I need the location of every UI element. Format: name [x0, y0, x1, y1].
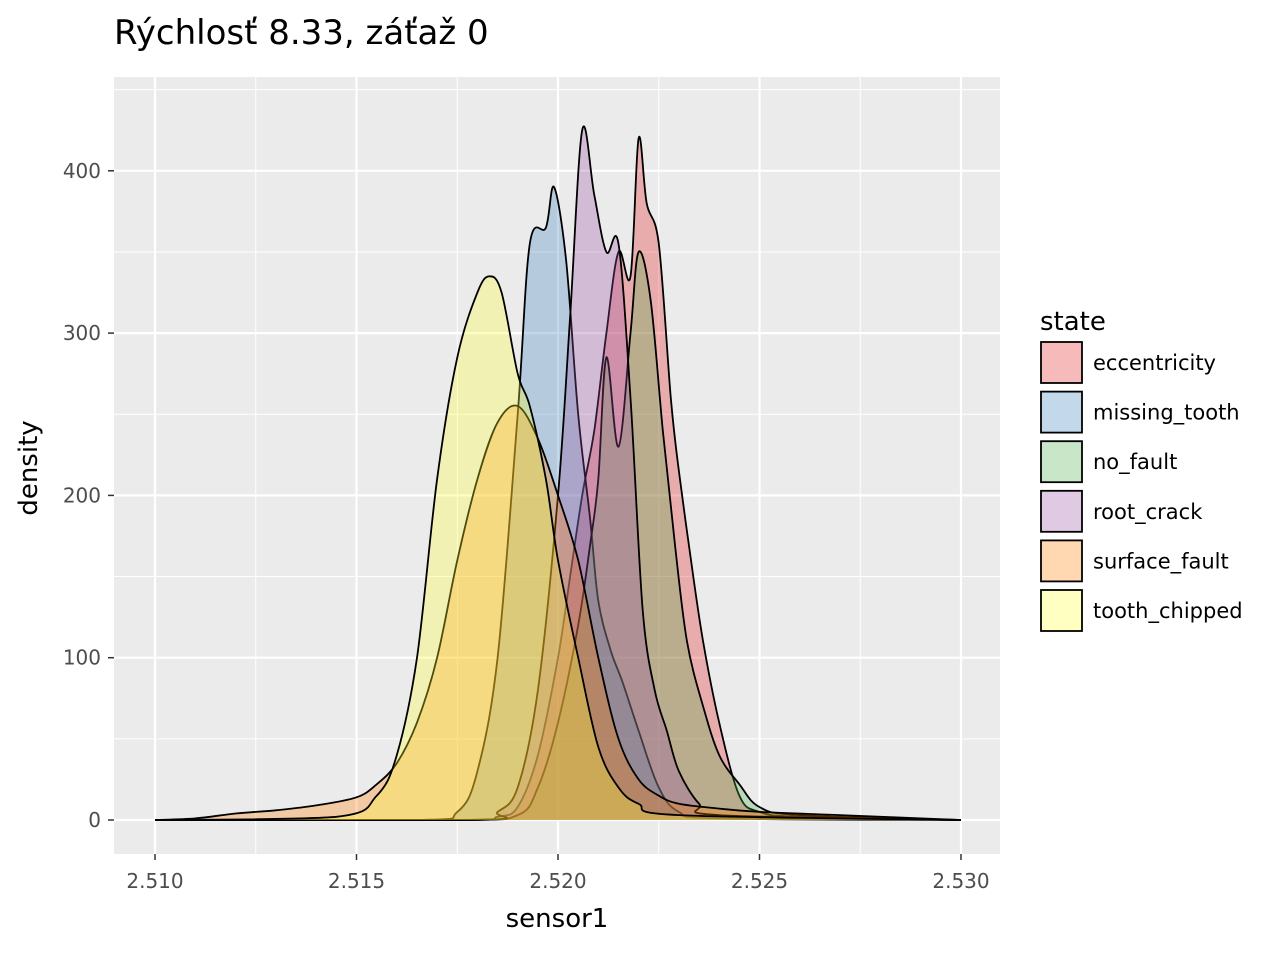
density-area-tooth-chipped: [155, 276, 961, 820]
legend-label-root-crack: root_crack: [1093, 500, 1203, 525]
density-line-eccentricity: [155, 135, 962, 821]
legend-label-eccentricity: eccentricity: [1093, 351, 1216, 375]
y-tick-label: 300: [63, 321, 101, 345]
density-line-missing-tooth: [155, 185, 962, 821]
legend-key-surface-fault: [1040, 539, 1083, 583]
density-areas: [154, 125, 962, 821]
y-tick-label: 100: [63, 646, 101, 670]
legend-key-missing-tooth: [1040, 390, 1083, 434]
legend-key-bg: [1041, 540, 1082, 582]
legend-key-bg: [1041, 441, 1082, 483]
legend-label-no-fault: no_fault: [1093, 450, 1177, 475]
density-line-surface-fault: [154, 404, 962, 821]
legend-label-tooth-chipped: tooth_chipped: [1093, 599, 1243, 624]
density-area-eccentricity: [155, 136, 961, 820]
x-axis-title: sensor1: [506, 904, 609, 934]
chart-title: Rýchlosť 8.33, záťaž 0: [114, 13, 489, 53]
legend-key-root-crack: [1040, 489, 1083, 533]
y-tick-label: 400: [63, 159, 101, 183]
legend: eccentricity missing_tooth no_fault root_cr…: [1040, 341, 1243, 632]
density-area-root-crack: [155, 126, 961, 821]
legend-label-surface-fault: surface_fault: [1093, 549, 1229, 574]
legend-key-tooth-chipped: [1040, 589, 1083, 632]
x-tick-label: 2.525: [731, 869, 788, 893]
density-line-no-fault: [155, 250, 962, 821]
legend-title: state: [1040, 307, 1106, 337]
x-tick-label: 2.515: [328, 869, 385, 893]
legend-key-bg: [1041, 590, 1082, 631]
legend-key-bg: [1041, 391, 1082, 433]
x-tick-label: 2.510: [126, 869, 183, 893]
density-line-root-crack: [155, 125, 962, 821]
y-tick-label: 0: [88, 808, 101, 832]
legend-label-missing-tooth: missing_tooth: [1093, 401, 1240, 426]
grid-lines: [114, 77, 1000, 854]
density-area-surface-fault: [155, 405, 961, 820]
axis-ticks: 2.510 2.515 2.520 2.525 2.530 0 100 200 300 400: [63, 159, 990, 893]
density-line-tooth-chipped: [154, 275, 962, 821]
legend-key-bg: [1041, 490, 1082, 532]
x-tick-label: 2.530: [932, 869, 989, 893]
y-tick-label: 200: [63, 483, 101, 507]
legend-key-eccentricity: [1040, 341, 1083, 384]
legend-key-bg: [1041, 342, 1082, 383]
y-axis-title: density: [14, 420, 44, 515]
x-tick-label: 2.520: [529, 869, 586, 893]
legend-key-no-fault: [1040, 440, 1083, 484]
